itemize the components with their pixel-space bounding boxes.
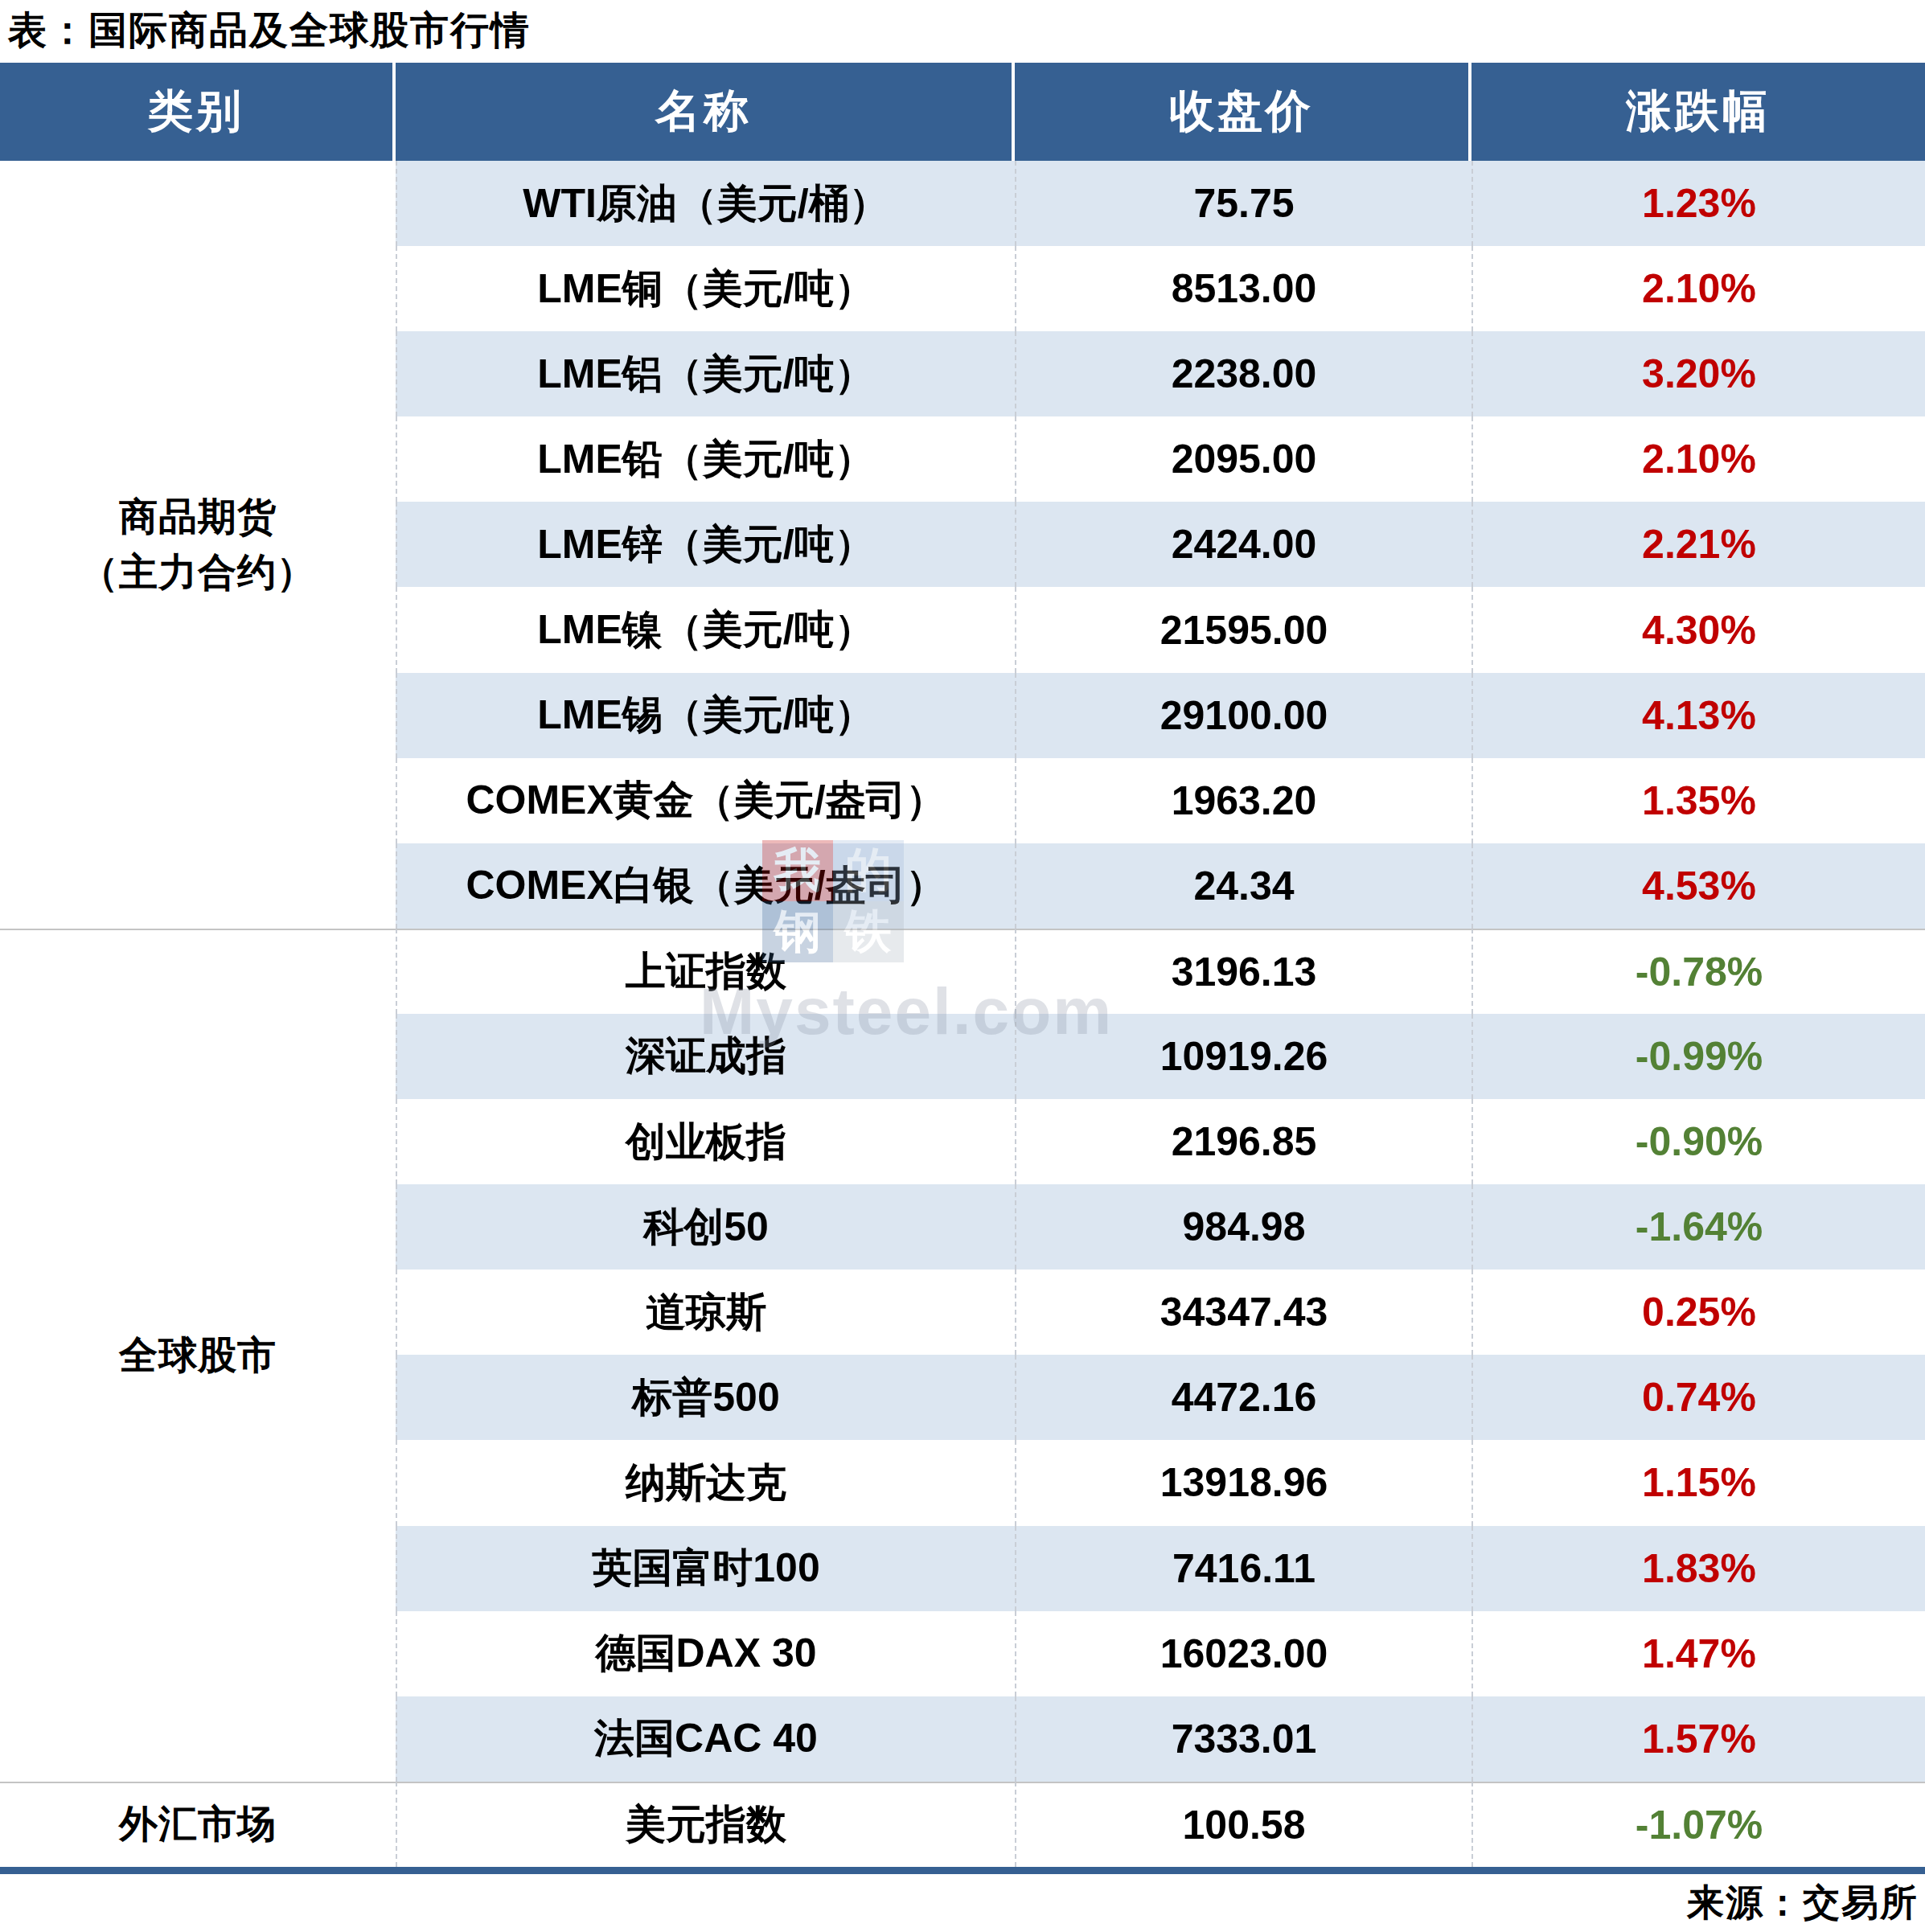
close-cell: 984.98 [1015, 1184, 1471, 1270]
name-cell: WTI原油（美元/桶） [396, 161, 1015, 246]
name-cell: 创业板指 [396, 1099, 1015, 1184]
change-cell: 1.15% [1471, 1440, 1925, 1525]
category-label: 商品期货（主力合约） [0, 161, 396, 929]
change-cell: 4.30% [1471, 587, 1925, 672]
name-cell: LME铅（美元/吨） [396, 416, 1015, 502]
name-cell: LME铜（美元/吨） [396, 246, 1015, 331]
name-cell: 科创50 [396, 1184, 1015, 1270]
name-cell: LME铝（美元/吨） [396, 331, 1015, 416]
close-cell: 7416.11 [1015, 1526, 1471, 1611]
name-cell: 深证成指 [396, 1014, 1015, 1099]
name-cell: 法国CAC 40 [396, 1696, 1015, 1782]
source-note: 来源：交易所 [1687, 1878, 1919, 1928]
name-cell: 标普500 [396, 1355, 1015, 1440]
header-change-pct: 涨跌幅 [1471, 63, 1925, 161]
name-cell: LME镍（美元/吨） [396, 587, 1015, 672]
change-cell: -1.07% [1471, 1782, 1925, 1867]
name-cell: 纳斯达克 [396, 1440, 1015, 1525]
table-header-row: 类别 名称 收盘价 涨跌幅 [0, 63, 1925, 161]
close-cell: 4472.16 [1015, 1355, 1471, 1440]
name-cell: 上证指数 [396, 929, 1015, 1014]
close-cell: 24.34 [1015, 843, 1471, 929]
close-cell: 2095.00 [1015, 416, 1471, 502]
change-cell: 1.57% [1471, 1696, 1925, 1782]
change-cell: 0.74% [1471, 1355, 1925, 1440]
close-cell: 100.58 [1015, 1782, 1471, 1867]
table-body: 商品期货（主力合约）全球股市外汇市场 WTI原油（美元/桶） 75.75 1.2… [0, 161, 1925, 1867]
name-cell: LME锌（美元/吨） [396, 502, 1015, 587]
category-column: 商品期货（主力合约）全球股市外汇市场 [0, 161, 396, 1867]
change-cell: 1.47% [1471, 1611, 1925, 1696]
change-cell: 1.23% [1471, 161, 1925, 246]
change-cell: 0.25% [1471, 1270, 1925, 1355]
header-close-price: 收盘价 [1015, 63, 1471, 161]
category-label: 全球股市 [0, 929, 396, 1782]
change-cell: -0.99% [1471, 1014, 1925, 1099]
close-cell: 8513.00 [1015, 246, 1471, 331]
close-cell: 10919.26 [1015, 1014, 1471, 1099]
change-cell: 3.20% [1471, 331, 1925, 416]
change-cell: 1.83% [1471, 1526, 1925, 1611]
name-cell: 德国DAX 30 [396, 1611, 1015, 1696]
close-cell: 29100.00 [1015, 673, 1471, 758]
change-cell: 4.53% [1471, 843, 1925, 929]
close-cell: 2196.85 [1015, 1099, 1471, 1184]
close-cell: 2238.00 [1015, 331, 1471, 416]
close-cell: 1963.20 [1015, 758, 1471, 843]
change-cell: -1.64% [1471, 1184, 1925, 1270]
name-cell: COMEX黄金（美元/盎司） [396, 758, 1015, 843]
close-cell: 2424.00 [1015, 502, 1471, 587]
close-cell: 7333.01 [1015, 1696, 1471, 1782]
close-cell: 13918.96 [1015, 1440, 1471, 1525]
name-cell: COMEX白银（美元/盎司） [396, 843, 1015, 929]
page-title: 表：国际商品及全球股市行情 [8, 5, 531, 56]
close-cell: 34347.43 [1015, 1270, 1471, 1355]
table-bottom-border [0, 1867, 1925, 1874]
header-name: 名称 [396, 63, 1015, 161]
category-label: 外汇市场 [0, 1782, 396, 1867]
change-cell: 4.13% [1471, 673, 1925, 758]
change-cell: 1.35% [1471, 758, 1925, 843]
market-table: 类别 名称 收盘价 涨跌幅 商品期货（主力合约）全球股市外汇市场 WTI原油（美… [0, 63, 1925, 1874]
change-cell: -0.78% [1471, 929, 1925, 1014]
name-cell: 道琼斯 [396, 1270, 1015, 1355]
change-cell: -0.90% [1471, 1099, 1925, 1184]
close-cell: 3196.13 [1015, 929, 1471, 1014]
change-cell: 2.10% [1471, 416, 1925, 502]
close-cell: 16023.00 [1015, 1611, 1471, 1696]
name-cell: LME锡（美元/吨） [396, 673, 1015, 758]
close-cell: 75.75 [1015, 161, 1471, 246]
name-cell: 美元指数 [396, 1782, 1015, 1867]
close-cell: 21595.00 [1015, 587, 1471, 672]
header-category: 类别 [0, 63, 396, 161]
name-cell: 英国富时100 [396, 1526, 1015, 1611]
change-cell: 2.10% [1471, 246, 1925, 331]
change-cell: 2.21% [1471, 502, 1925, 587]
